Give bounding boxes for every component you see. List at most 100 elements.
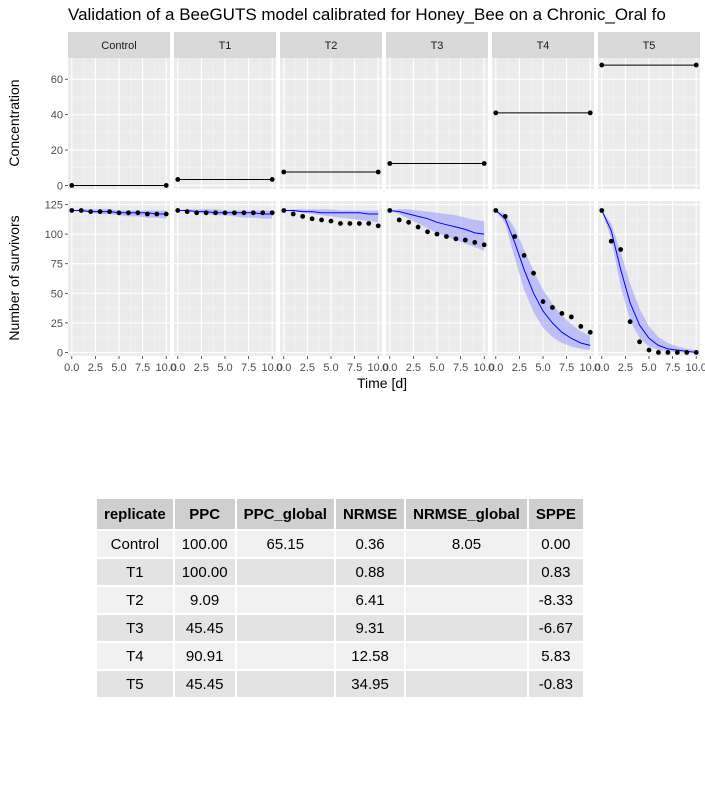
observed-survivor-point bbox=[213, 210, 218, 216]
table-cell: 0.00 bbox=[527, 530, 585, 559]
observed-survivor-point bbox=[328, 218, 334, 224]
concentration-point bbox=[69, 183, 75, 188]
table-cell: 0.83 bbox=[527, 558, 585, 587]
facet-strip bbox=[386, 32, 488, 58]
concentration-point bbox=[587, 110, 593, 116]
table-cell: Control bbox=[97, 530, 175, 559]
concentration-point bbox=[493, 110, 499, 116]
table-cell: 9.31 bbox=[334, 614, 407, 643]
observed-survivor-point bbox=[415, 224, 421, 230]
x-tick-label: 0.0 bbox=[276, 362, 291, 374]
table-cell: T2 bbox=[97, 586, 175, 615]
facet-strip-label: T4 bbox=[537, 40, 550, 52]
survivors-y-axis-label: Number of survivors bbox=[6, 215, 22, 340]
x-tick-label: 10.0 bbox=[368, 362, 389, 374]
table-cell: 100.00 bbox=[173, 558, 237, 587]
table-header-row: replicate PPC PPC_global NRMSE NRMSE_global S… bbox=[97, 499, 585, 531]
x-tick-label: 2.5 bbox=[618, 362, 633, 374]
observed-survivor-point bbox=[493, 208, 499, 213]
concentration-y-tick-label: 60 bbox=[51, 74, 63, 86]
x-tick-label: 5.0 bbox=[429, 362, 444, 374]
observed-survivor-point bbox=[521, 253, 527, 258]
observed-survivor-point bbox=[599, 208, 605, 213]
table-cell: T5 bbox=[97, 670, 175, 699]
x-tick-label: 7.5 bbox=[559, 362, 574, 374]
x-tick-label: 2.5 bbox=[194, 362, 209, 374]
table-cell: 0.88 bbox=[334, 558, 407, 587]
table-cell bbox=[405, 670, 529, 699]
concentration-y-tick-label: 40 bbox=[51, 110, 63, 122]
time-x-axis-label: Time [d] bbox=[357, 375, 407, 391]
observed-survivor-point bbox=[481, 242, 487, 248]
column-header-nrmse: NRMSE bbox=[334, 499, 407, 531]
survivors-y-tick-label: 100 bbox=[45, 229, 63, 241]
survivors-y-tick-label: 75 bbox=[51, 259, 63, 271]
validation-chart: Validation of a BeeGUTS model calibrated… bbox=[6, 5, 705, 391]
observed-survivor-point bbox=[646, 347, 652, 353]
survivors-y-tick-label: 0 bbox=[57, 347, 63, 359]
concentration-point bbox=[269, 177, 275, 182]
table-cell: 65.15 bbox=[235, 530, 336, 559]
table-cell: -0.83 bbox=[527, 670, 585, 699]
table-cell bbox=[235, 670, 336, 699]
facet-strip-label: T3 bbox=[431, 40, 444, 52]
x-tick-label: 10.0 bbox=[686, 362, 705, 374]
table-cell: -6.67 bbox=[527, 614, 585, 643]
observed-survivor-point bbox=[453, 236, 459, 242]
concentration-point bbox=[481, 161, 487, 166]
concentration-point bbox=[599, 62, 605, 68]
x-tick-label: 10.0 bbox=[580, 362, 601, 374]
observed-survivor-point bbox=[126, 210, 131, 216]
observed-survivor-point bbox=[222, 210, 228, 216]
concentration-point bbox=[375, 169, 381, 175]
observed-survivor-point bbox=[396, 217, 402, 223]
x-tick-label: 0.0 bbox=[488, 362, 503, 374]
table-cell: 100.00 bbox=[173, 530, 237, 559]
x-tick-label: 10.0 bbox=[262, 362, 283, 374]
table-cell: 12.58 bbox=[334, 642, 407, 671]
model-median-line bbox=[283, 210, 379, 215]
x-tick-label: 7.5 bbox=[665, 362, 680, 374]
table-cell: 9.09 bbox=[173, 586, 237, 615]
observed-survivor-point bbox=[97, 209, 103, 215]
facet-strip-label: T2 bbox=[325, 40, 338, 52]
observed-survivor-point bbox=[241, 210, 247, 216]
table-row: T3 45.45 9.31 -6.67 bbox=[97, 614, 585, 643]
concentration-y-tick-label: 20 bbox=[51, 145, 63, 157]
observed-survivor-point bbox=[300, 213, 306, 219]
concentration-point bbox=[175, 177, 181, 182]
observed-survivor-point bbox=[637, 339, 642, 345]
observed-survivor-point bbox=[88, 209, 94, 215]
observed-survivor-point bbox=[665, 350, 671, 355]
observed-survivor-point bbox=[309, 216, 315, 222]
credible-interval-ribbon bbox=[601, 210, 697, 353]
table-cell bbox=[235, 558, 336, 587]
survivors-y-tick-label: 50 bbox=[51, 288, 63, 300]
observed-survivor-point bbox=[568, 314, 574, 320]
x-tick-label: 5.0 bbox=[111, 362, 126, 374]
observed-survivor-point bbox=[319, 217, 324, 223]
observed-survivor-point bbox=[281, 208, 287, 213]
table-cell: 0.36 bbox=[334, 530, 407, 559]
table-cell: 6.41 bbox=[334, 586, 407, 615]
model-median-line bbox=[389, 210, 485, 235]
x-tick-label: 5.0 bbox=[535, 362, 550, 374]
table-cell: 45.45 bbox=[173, 614, 237, 643]
concentration-y-axis-label: Concentration bbox=[6, 79, 22, 166]
observed-survivor-point bbox=[608, 238, 614, 244]
table-cell bbox=[235, 614, 336, 643]
observed-survivor-point bbox=[135, 210, 141, 216]
x-tick-label: 0.0 bbox=[64, 362, 79, 374]
observed-survivor-point bbox=[540, 299, 546, 304]
observed-survivor-point bbox=[232, 210, 237, 216]
credible-interval-ribbon bbox=[495, 210, 591, 351]
table-cell: -8.33 bbox=[527, 586, 585, 615]
facet-strip bbox=[174, 32, 276, 58]
concentration-y-tick-label: 0 bbox=[57, 180, 63, 192]
concentration-point bbox=[387, 161, 393, 166]
x-tick-label: 0.0 bbox=[382, 362, 397, 374]
observed-survivor-point bbox=[69, 208, 75, 213]
observed-survivor-point bbox=[269, 210, 275, 216]
observed-survivor-point bbox=[531, 270, 536, 276]
observed-survivor-point bbox=[627, 319, 633, 325]
